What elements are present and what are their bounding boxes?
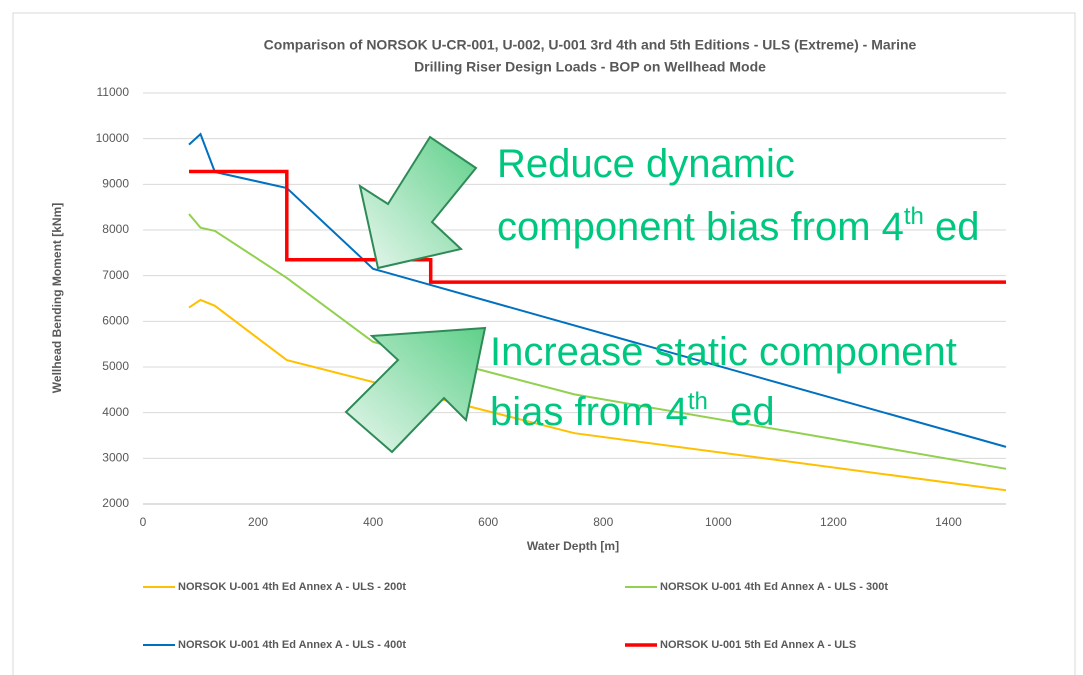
chart-title: Drilling Riser Design Loads - BOP on Wel… <box>414 59 766 75</box>
x-tick-label: 1000 <box>705 515 732 529</box>
y-tick-label: 4000 <box>102 405 129 419</box>
annotation-text: bias from 4 <box>490 390 688 434</box>
annotation-text: ed <box>708 390 775 434</box>
data-line <box>189 169 1006 284</box>
annotation-text: Reduce dynamic <box>497 142 795 186</box>
annotation-superscript: th <box>688 388 708 415</box>
annotation: bias from 4th ed <box>490 388 775 434</box>
x-tick-label: 400 <box>363 515 383 529</box>
legend-label: NORSOK U-001 5th Ed Annex A - ULS <box>660 639 856 651</box>
y-tick-label: 8000 <box>102 222 129 236</box>
legend-label: NORSOK U-001 4th Ed Annex A - ULS - 200t <box>178 581 406 593</box>
x-tick-label: 800 <box>593 515 613 529</box>
x-tick-label: 600 <box>478 515 498 529</box>
y-axis-label: Wellhead Bending Moment [kNm] <box>50 203 64 393</box>
y-tick-label: 7000 <box>102 268 129 282</box>
y-tick-label: 3000 <box>102 451 129 465</box>
x-tick-label: 200 <box>248 515 268 529</box>
x-tick-label: 0 <box>140 515 147 529</box>
annotation: Reduce dynamic <box>497 142 795 186</box>
x-tick-label: 1400 <box>935 515 962 529</box>
x-axis-label: Water Depth [m] <box>527 539 619 553</box>
plot-area: 2000300040005000600070008000900010000110… <box>96 85 1007 529</box>
y-tick-label: 9000 <box>102 177 129 191</box>
annotation-text: Increase static component <box>490 330 957 374</box>
y-tick-label: 10000 <box>96 131 130 145</box>
chart-border <box>12 12 1076 675</box>
annotation-superscript: th <box>904 203 924 230</box>
legend-label: NORSOK U-001 4th Ed Annex A - ULS - 300t <box>660 581 888 593</box>
annotation-text: component bias from 4 <box>497 205 904 249</box>
annotation-text: ed <box>924 205 980 249</box>
arrow <box>344 326 487 454</box>
y-tick-label: 5000 <box>102 359 129 373</box>
data-line <box>188 132 1007 448</box>
chart-title: Comparison of NORSOK U-CR-001, U-002, U-… <box>264 37 917 53</box>
legend-label: NORSOK U-001 4th Ed Annex A - ULS - 400t <box>178 639 406 651</box>
data-line <box>188 298 1007 492</box>
y-tick-label: 6000 <box>102 314 129 328</box>
y-tick-label: 2000 <box>102 496 129 510</box>
annotation: component bias from 4th ed <box>497 203 980 249</box>
x-tick-label: 1200 <box>820 515 847 529</box>
arrow <box>358 135 478 270</box>
data-line <box>188 213 1007 470</box>
annotation: Increase static component <box>490 330 957 374</box>
y-tick-label: 11000 <box>97 85 130 99</box>
